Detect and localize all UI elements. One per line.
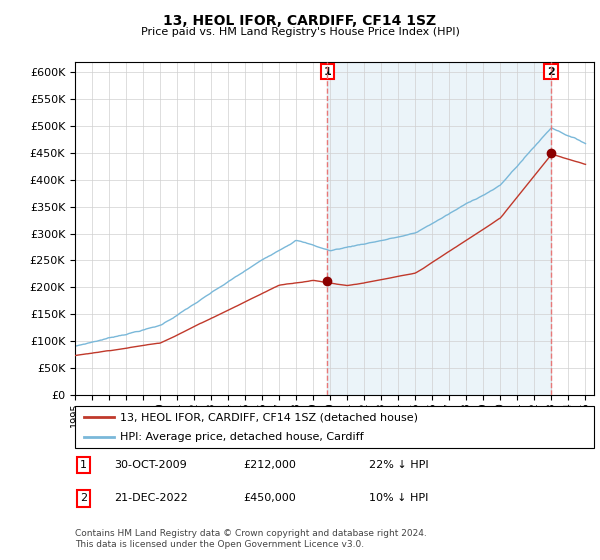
Text: £212,000: £212,000 [243,460,296,470]
Text: Contains HM Land Registry data © Crown copyright and database right 2024.
This d: Contains HM Land Registry data © Crown c… [75,529,427,549]
Text: HPI: Average price, detached house, Cardiff: HPI: Average price, detached house, Card… [120,432,364,442]
Bar [328,62,551,395]
Text: 1: 1 [80,460,87,470]
Text: 30-OCT-2009: 30-OCT-2009 [114,460,187,470]
Text: 13, HEOL IFOR, CARDIFF, CF14 1SZ (detached house): 13, HEOL IFOR, CARDIFF, CF14 1SZ (detach… [120,412,418,422]
Text: 1: 1 [323,67,331,77]
Text: Price paid vs. HM Land Registry's House Price Index (HPI): Price paid vs. HM Land Registry's House … [140,27,460,37]
Text: £450,000: £450,000 [243,493,296,503]
Text: 10% ↓ HPI: 10% ↓ HPI [369,493,428,503]
Text: 2: 2 [547,67,555,77]
Text: 21-DEC-2022: 21-DEC-2022 [114,493,188,503]
Text: 13, HEOL IFOR, CARDIFF, CF14 1SZ: 13, HEOL IFOR, CARDIFF, CF14 1SZ [163,14,437,28]
Text: 2: 2 [80,493,87,503]
Text: 22% ↓ HPI: 22% ↓ HPI [369,460,428,470]
